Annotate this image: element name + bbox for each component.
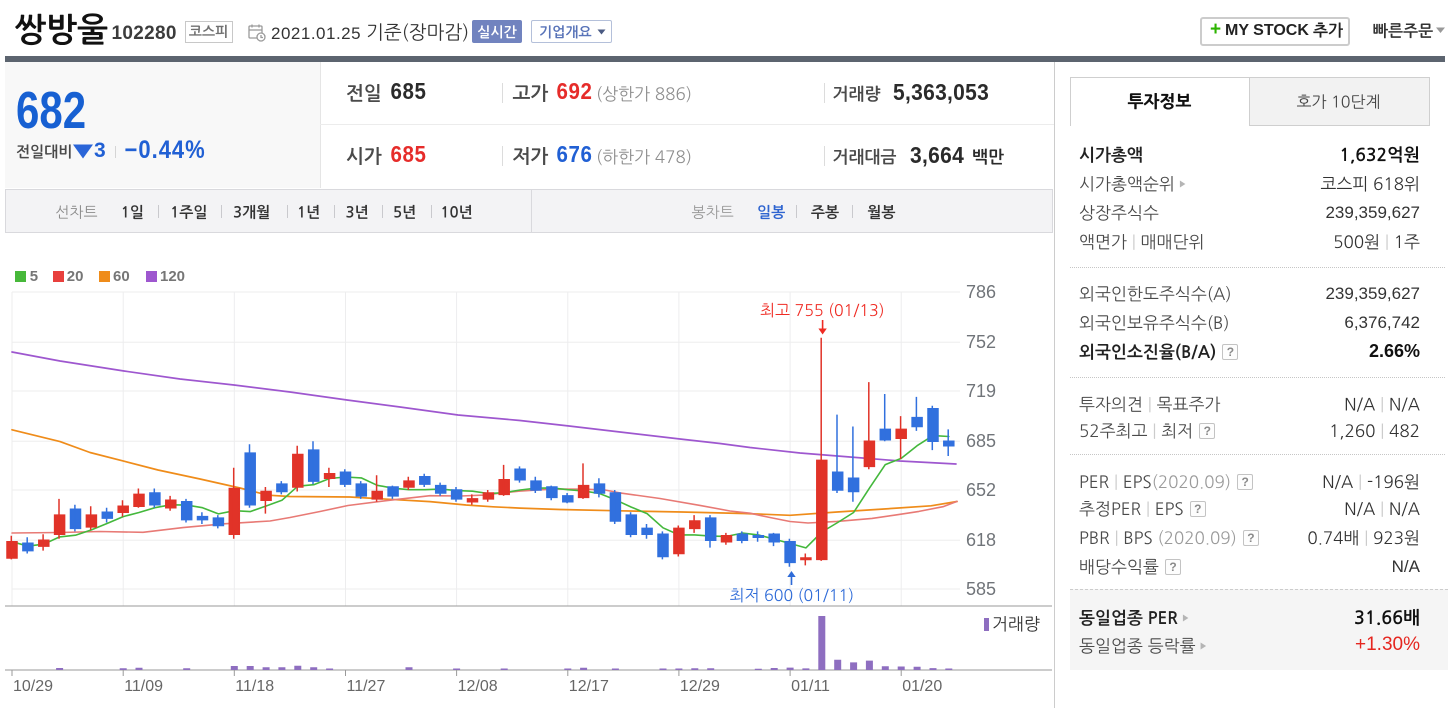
svg-text:618: 618: [966, 530, 996, 550]
svg-text:786: 786: [966, 282, 996, 302]
svg-text:11/09: 11/09: [124, 678, 163, 695]
svg-text:11/27: 11/27: [347, 678, 386, 695]
svg-text:752: 752: [966, 332, 996, 352]
svg-text:10/29: 10/29: [13, 678, 53, 695]
svg-text:719: 719: [966, 381, 996, 401]
svg-text:12/08: 12/08: [458, 678, 498, 695]
svg-text:01/11: 01/11: [791, 678, 830, 695]
svg-text:11/18: 11/18: [235, 678, 274, 695]
svg-text:685: 685: [966, 431, 996, 451]
svg-text:585: 585: [966, 579, 996, 599]
svg-text:01/20: 01/20: [902, 678, 942, 695]
svg-text:652: 652: [966, 480, 996, 500]
svg-text:12/29: 12/29: [680, 678, 720, 695]
svg-text:12/17: 12/17: [569, 678, 609, 695]
